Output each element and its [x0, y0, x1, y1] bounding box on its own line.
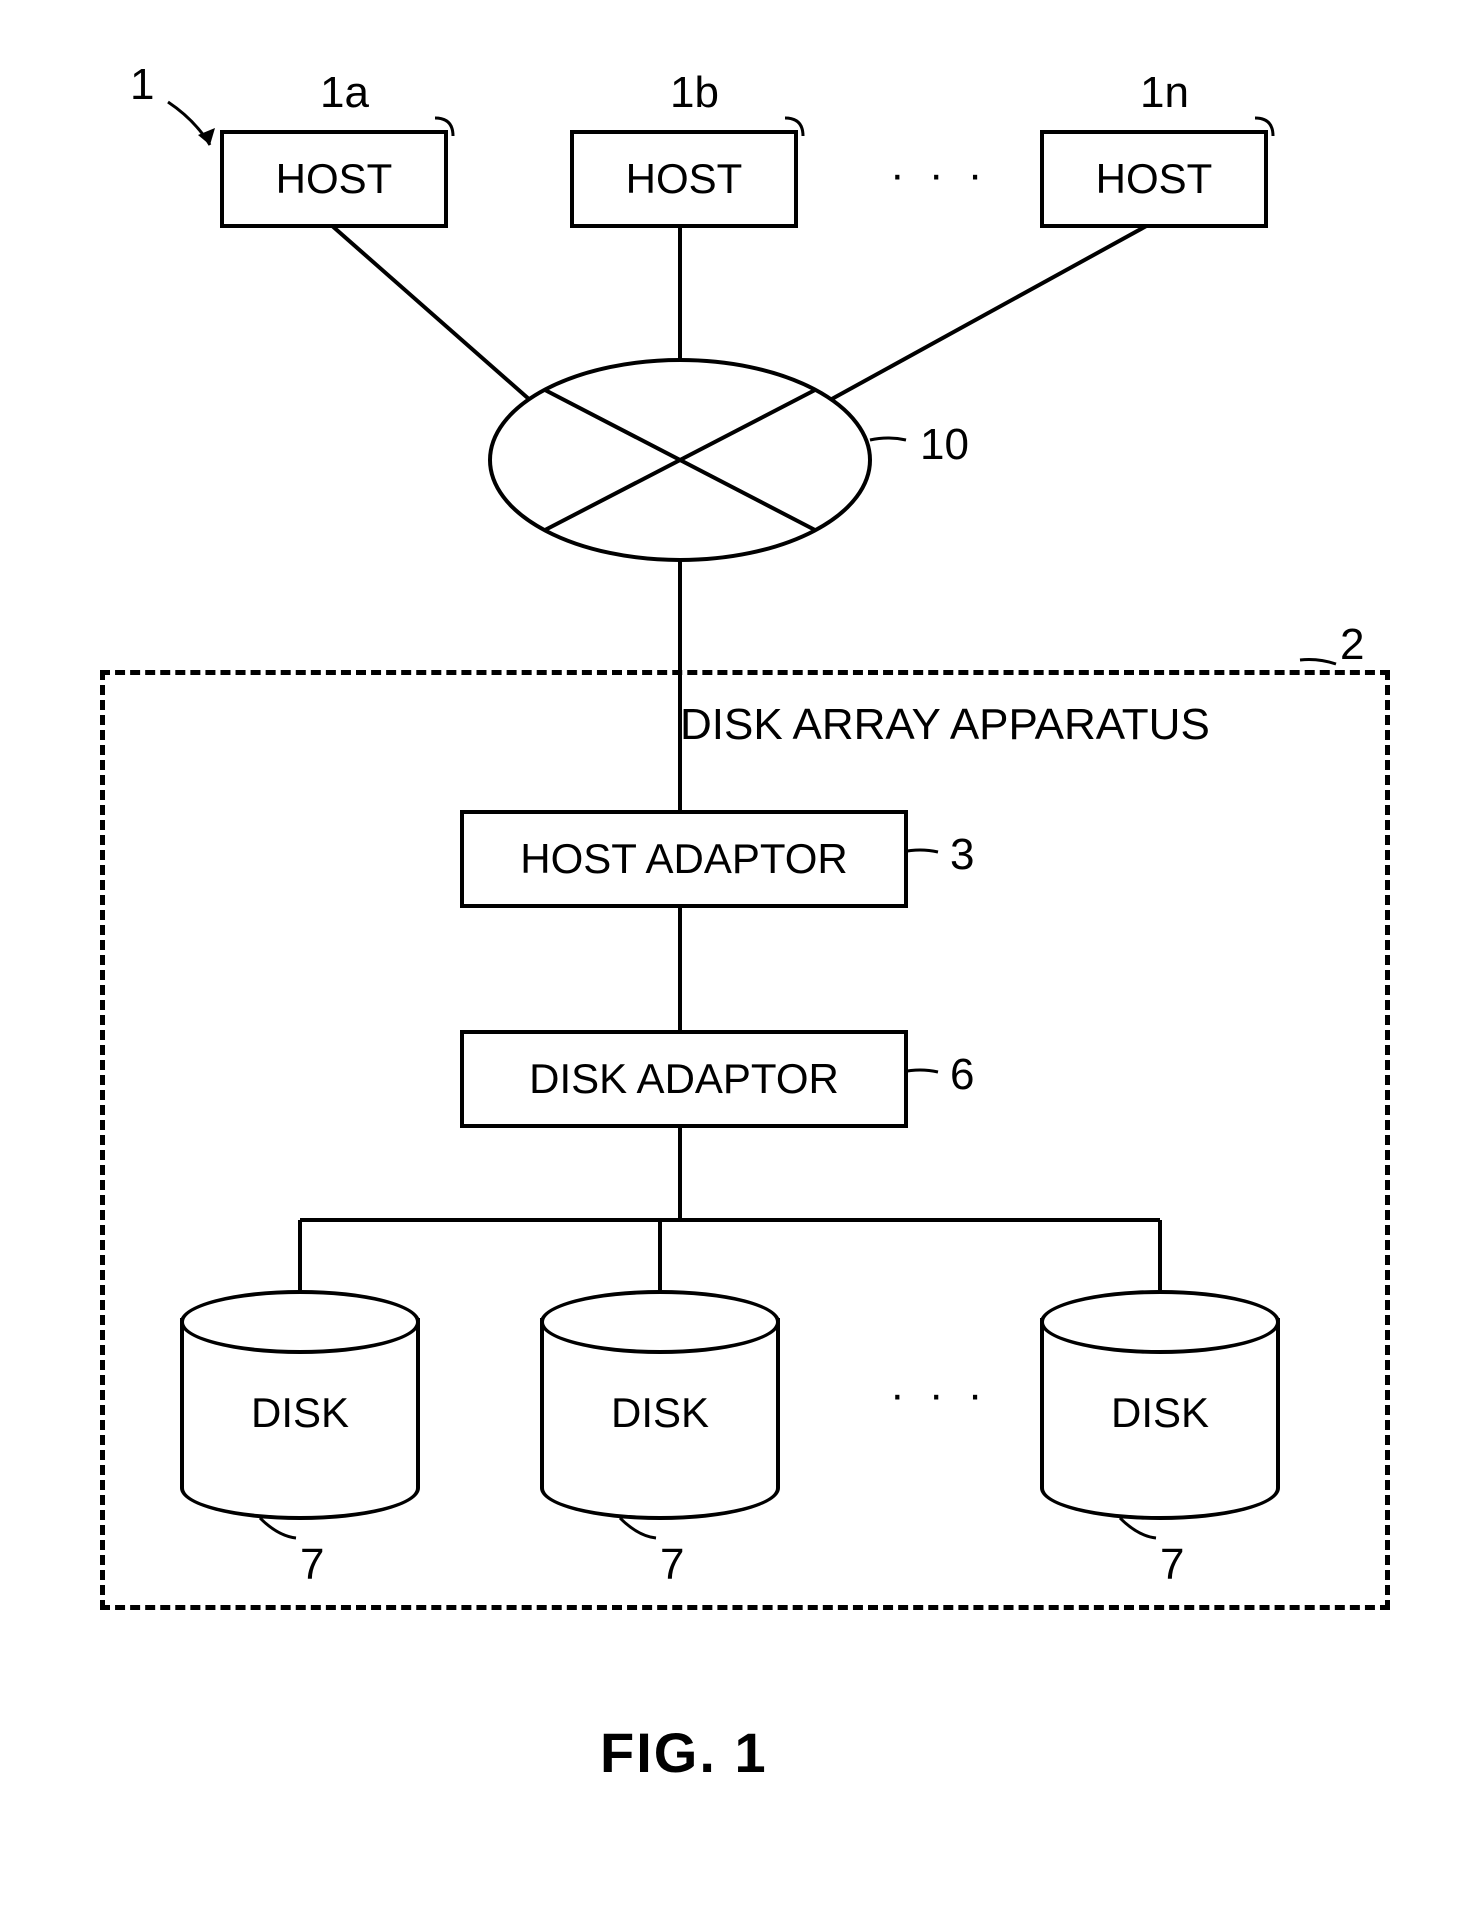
ref-disk-3: 7 — [1160, 1540, 1184, 1590]
host-box-b: HOST — [570, 130, 798, 228]
disk-label: DISK — [611, 1389, 709, 1437]
ref-host-adaptor: 3 — [950, 830, 974, 880]
disk-cylinder: DISK — [180, 1290, 420, 1520]
diagram-canvas: 1 HOST 1a HOST 1b · · · HOST 1n 10 2 DIS… — [40, 40, 1440, 1880]
host-adaptor-box: HOST ADAPTOR — [460, 810, 908, 908]
disk-adaptor-label: DISK ADAPTOR — [529, 1055, 839, 1103]
disk-cylinder: DISK — [1040, 1290, 1280, 1520]
disk-label: DISK — [1111, 1389, 1209, 1437]
ref-apparatus: 2 — [1340, 620, 1364, 670]
disk-adaptor-box: DISK ADAPTOR — [460, 1030, 908, 1128]
disks-ellipsis: · · · — [890, 1370, 988, 1420]
host-label: HOST — [276, 155, 393, 203]
host-box-n: HOST — [1040, 130, 1268, 228]
hosts-ellipsis: · · · — [890, 150, 988, 200]
host-adaptor-label: HOST ADAPTOR — [520, 835, 848, 883]
figure-title: FIG. 1 — [600, 1720, 768, 1785]
host-label: HOST — [626, 155, 743, 203]
ref-host-a: 1a — [320, 68, 369, 118]
ref-disk-adaptor: 6 — [950, 1050, 974, 1100]
ref-disk-2: 7 — [660, 1540, 684, 1590]
host-label: HOST — [1096, 155, 1213, 203]
ref-host-n: 1n — [1140, 68, 1189, 118]
host-box-a: HOST — [220, 130, 448, 228]
ref-switch: 10 — [920, 420, 969, 470]
disk-cylinder: DISK — [540, 1290, 780, 1520]
disk-label: DISK — [251, 1389, 349, 1437]
ref-hosts-group: 1 — [130, 60, 154, 110]
ref-disk-1: 7 — [300, 1540, 324, 1590]
apparatus-title: DISK ARRAY APPARATUS — [680, 700, 1210, 750]
ref-host-b: 1b — [670, 68, 719, 118]
